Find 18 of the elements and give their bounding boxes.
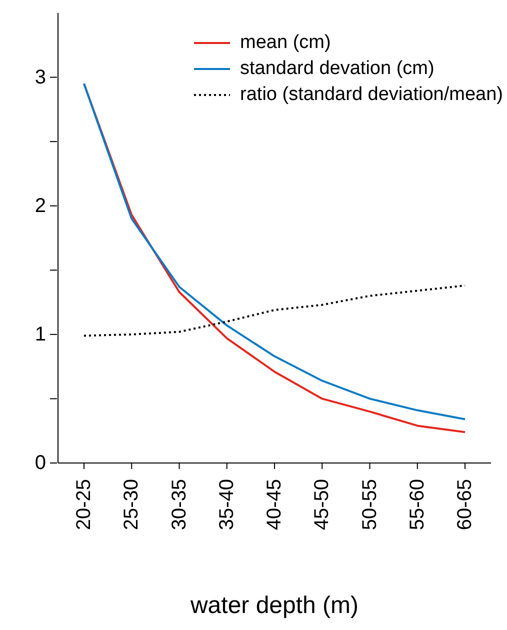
x-tick-label: 20-25 (73, 479, 95, 530)
x-tick-label: 45-50 (311, 479, 334, 530)
x-tick-label: 55-60 (406, 479, 428, 530)
y-tick-label: 1 (34, 323, 46, 346)
x-tick-label: 35-40 (216, 479, 238, 530)
legend-label: mean (cm) (240, 31, 331, 55)
y-tick-label: 3 (34, 66, 46, 88)
legend-label: ratio (standard deviation/mean) (240, 83, 503, 107)
x-tick-label: 40-45 (264, 479, 286, 530)
x-tick-label: 25-30 (120, 479, 143, 530)
x-tick-label: 30-35 (168, 479, 190, 530)
legend-label: standard devation (cm) (240, 57, 434, 81)
x-axis-title: water depth (m) (189, 592, 359, 619)
line-series (83, 284, 466, 337)
x-tick-label: 50-55 (358, 479, 381, 530)
x-tick-label: 60-65 (454, 479, 476, 530)
y-tick-label: 0 (34, 452, 46, 474)
y-tick-label: 2 (34, 194, 46, 217)
